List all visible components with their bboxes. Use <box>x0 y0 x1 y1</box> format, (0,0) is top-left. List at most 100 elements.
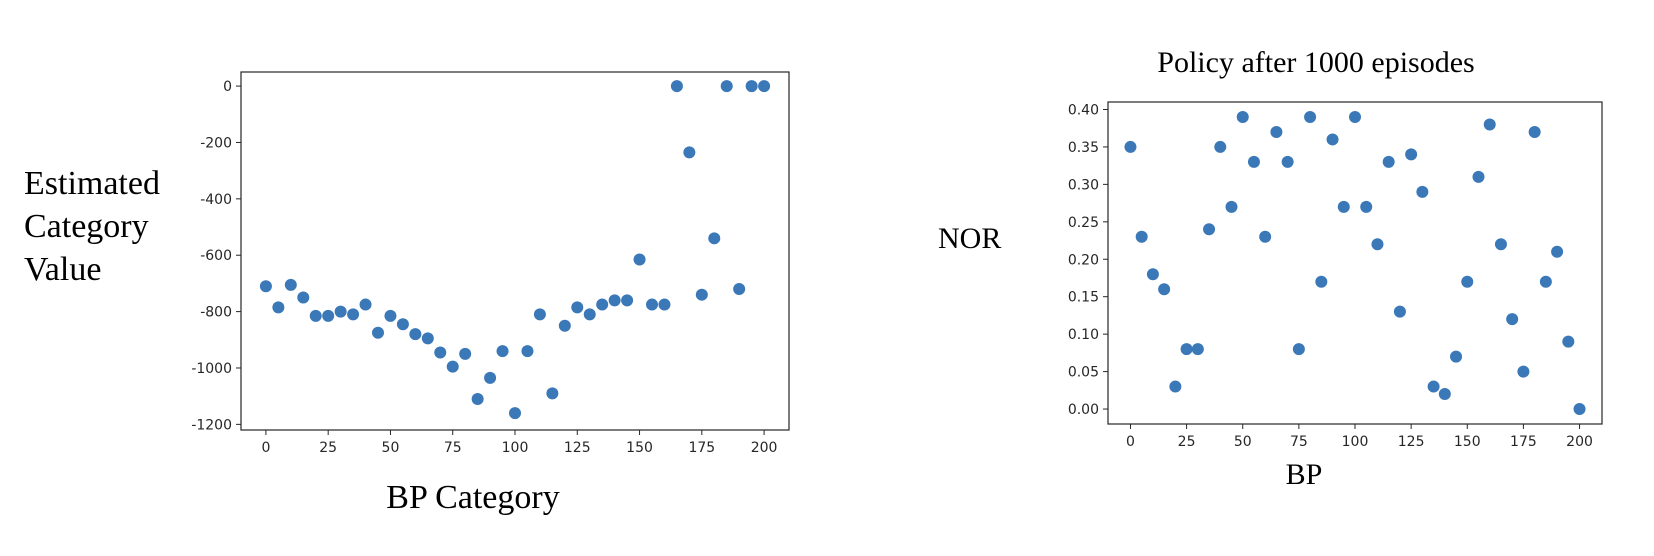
y-tick-label: -1000 <box>191 361 232 377</box>
x-tick-label: 50 <box>1234 434 1252 450</box>
data-point <box>259 280 272 293</box>
data-point <box>733 283 746 296</box>
data-point <box>1270 125 1283 138</box>
x-axis-label: BP <box>1286 458 1323 491</box>
data-point <box>571 301 584 314</box>
x-tick-label: 175 <box>688 440 715 456</box>
data-point <box>1292 343 1305 356</box>
plot-frame <box>240 71 790 431</box>
data-point <box>297 291 310 304</box>
data-point <box>347 308 360 321</box>
y-tick-label: -600 <box>200 248 232 264</box>
data-point <box>396 318 409 331</box>
x-tick-label: 0 <box>261 440 270 456</box>
data-point <box>708 232 721 245</box>
data-point <box>1427 380 1440 393</box>
data-point <box>633 253 646 266</box>
y-axis-label-line-2: Category <box>24 208 149 245</box>
x-tick-label: 100 <box>502 440 529 456</box>
data-point <box>1494 238 1507 251</box>
data-point <box>1551 245 1564 258</box>
data-point <box>1158 283 1171 296</box>
data-point <box>1225 200 1238 213</box>
y-tick-label: 0.10 <box>1068 327 1099 343</box>
x-tick-label: 200 <box>1566 434 1593 450</box>
data-point <box>1304 110 1317 123</box>
x-tick-label: 150 <box>626 440 653 456</box>
y-axis-label: NOR <box>938 222 1001 255</box>
y-axis-label-line-1: Estimated <box>24 165 160 202</box>
data-point <box>1573 403 1586 416</box>
data-point <box>745 80 758 93</box>
data-point <box>1360 200 1373 213</box>
data-point <box>1562 335 1575 348</box>
data-point <box>1472 170 1485 183</box>
x-tick-label: 200 <box>751 440 778 456</box>
data-point <box>1517 365 1530 378</box>
data-point <box>309 309 322 322</box>
data-point <box>1124 140 1137 153</box>
y-axis-label-line-3: Value <box>24 251 101 288</box>
x-tick-label: 75 <box>444 440 462 456</box>
y-axis-ticks: 0.00 0.05 0.10 0.15 0.20 0.25 0.30 0.35 0.40 <box>1068 102 1108 418</box>
data-point <box>446 360 459 373</box>
data-point <box>509 407 521 420</box>
data-point <box>1450 350 1463 363</box>
data-point <box>1146 268 1159 281</box>
y-tick-label: -1200 <box>191 417 232 433</box>
value-chart: Estimated Category Value BP Category 0 25… <box>24 71 790 516</box>
data-point <box>1539 275 1552 288</box>
data-point <box>471 392 484 405</box>
policy-chart: Policy after 1000 episodes NOR BP 0 25 50 7… <box>938 46 1603 491</box>
y-tick-label: 0.30 <box>1068 177 1099 193</box>
data-point <box>434 346 447 359</box>
data-point <box>546 387 559 400</box>
data-point <box>1349 110 1361 123</box>
data-point <box>1135 230 1148 243</box>
x-tick-label: 125 <box>1398 434 1425 450</box>
y-axis-ticks: 0 -200 -400 -600 -800 -1000 -1200 <box>191 79 241 433</box>
data-point <box>1461 275 1474 288</box>
data-point <box>596 298 609 311</box>
data-point <box>1180 343 1193 356</box>
data-point <box>1506 313 1519 326</box>
x-tick-label: 175 <box>1510 434 1537 450</box>
data-point <box>409 328 422 341</box>
data-point <box>496 345 509 358</box>
x-tick-label: 0 <box>1126 434 1135 450</box>
plot-frame <box>1107 101 1603 425</box>
y-tick-label: 0.40 <box>1068 102 1099 118</box>
data-point <box>284 278 297 291</box>
data-point <box>658 298 671 311</box>
x-tick-label: 25 <box>319 440 337 456</box>
data-point <box>1337 200 1350 213</box>
data-point <box>484 371 497 384</box>
y-tick-label: -200 <box>200 135 232 151</box>
data-point <box>695 288 708 301</box>
data-point <box>1247 155 1260 168</box>
data-point <box>646 298 658 311</box>
data-point <box>1169 380 1182 393</box>
data-point <box>322 309 335 322</box>
data-point <box>1259 230 1272 243</box>
data-point <box>1326 133 1339 146</box>
data-point <box>621 294 634 307</box>
y-tick-label: 0 <box>223 79 232 95</box>
chart-title: Policy after 1000 episodes <box>1157 46 1474 79</box>
data-point <box>1191 343 1204 356</box>
data-point <box>1382 155 1395 168</box>
y-tick-label: 0.25 <box>1068 215 1099 231</box>
x-tick-label: 50 <box>382 440 400 456</box>
data-point <box>720 80 733 93</box>
data-point <box>1236 110 1249 123</box>
data-point <box>272 301 285 314</box>
data-point <box>372 326 384 339</box>
data-point <box>334 305 347 318</box>
data-point <box>670 80 683 93</box>
y-tick-label: 0.15 <box>1068 290 1099 306</box>
data-points <box>1124 110 1586 416</box>
x-axis-ticks: 0 25 50 75 100 125 150 175 200 <box>261 430 777 456</box>
data-point <box>558 319 571 332</box>
x-axis-ticks: 0 25 50 75 100 125 150 175 200 <box>1126 424 1593 450</box>
